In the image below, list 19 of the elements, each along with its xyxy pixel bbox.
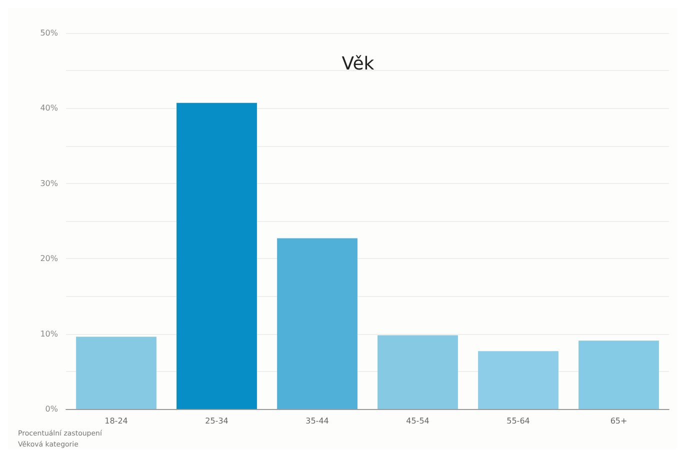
- bar: [478, 351, 558, 409]
- x-tick-label: 65+: [610, 416, 628, 426]
- y-tick-label: 30%: [40, 178, 58, 188]
- bar: [578, 340, 659, 409]
- bar: [76, 336, 156, 409]
- y-tick-label: 10%: [40, 329, 58, 338]
- x-tick-label: 18-24: [104, 416, 128, 426]
- x-tick-label: 45-54: [406, 416, 430, 426]
- x-tick-label: 55-64: [506, 416, 530, 426]
- bar: [378, 335, 458, 409]
- y-tick-label: 50%: [40, 28, 58, 38]
- x-tick-label: 35-44: [306, 416, 329, 426]
- x-tick-label: 25-34: [205, 416, 228, 426]
- bar: [176, 102, 257, 409]
- bar: [277, 238, 358, 409]
- y-tick-label: 20%: [40, 254, 58, 264]
- y-tick-label: 40%: [40, 104, 58, 113]
- y-tick-label: 0%: [45, 404, 58, 414]
- text: Věk: [342, 54, 375, 74]
